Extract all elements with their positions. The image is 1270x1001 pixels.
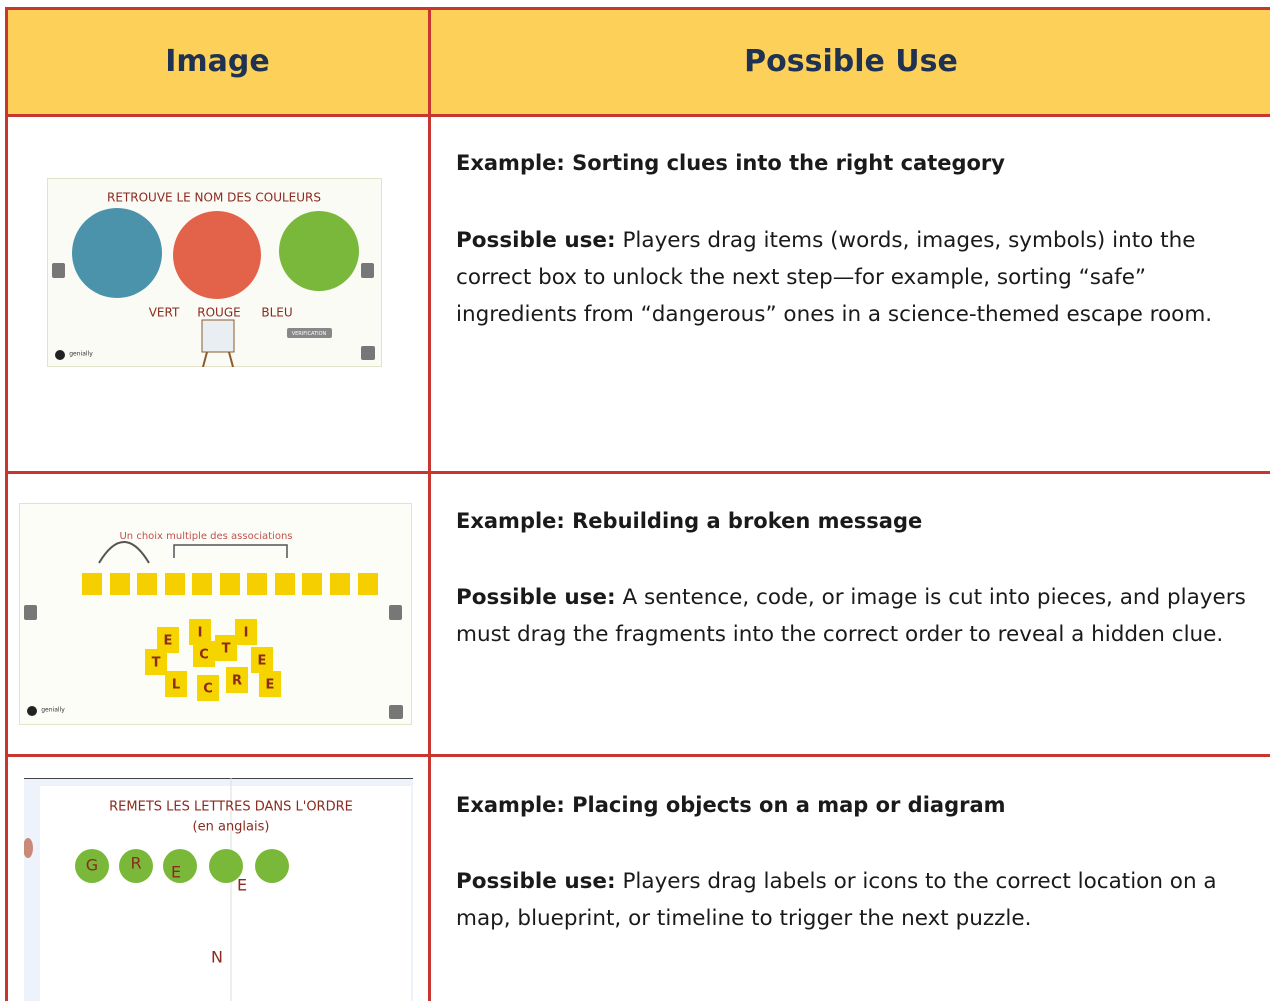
border: [428, 7, 431, 1001]
header-bg: [6, 8, 1270, 115]
header-image: Image: [165, 44, 270, 79]
tile-letter: E: [266, 678, 275, 693]
border: [6, 114, 1270, 117]
image-subtitle: (en anglais): [193, 820, 270, 835]
letter: E: [237, 876, 247, 895]
letter: R: [130, 854, 141, 873]
image-title: Un choix multiple des associations: [119, 531, 292, 542]
tile-letter: I: [198, 626, 203, 641]
tile: [193, 641, 215, 667]
use-text: A sentence, code, or image is cut into p…: [456, 585, 1246, 647]
example: Example: Rebuilding a broken message: [456, 509, 923, 533]
use-text: Players drag labels or icons to the corr…: [456, 869, 1217, 931]
use-label: Possible use:: [456, 585, 616, 610]
use-text: Players drag items (words, images, symbo…: [456, 228, 1213, 327]
border: [5, 7, 8, 1001]
letter: E: [171, 863, 181, 882]
button: VERIFICATION: [292, 331, 327, 337]
tile-letter: R: [232, 674, 242, 689]
logo: genially: [69, 351, 93, 358]
tile: [259, 671, 281, 697]
image: RETROUVE LE NOM DES COULEURS VERT ROUGE …: [47, 178, 382, 367]
tile-letter: C: [203, 682, 213, 697]
use-label: Possible use:: [456, 869, 616, 894]
use: Possible use: Players drag items (words,…: [456, 222, 1256, 333]
tile: [157, 627, 179, 653]
tile: [165, 671, 187, 697]
letter: G: [86, 856, 98, 875]
use: Possible use: A sentence, code, or image…: [456, 579, 1256, 653]
image-title: RETROUVE LE NOM DES COULEURS: [107, 191, 321, 205]
letter: N: [211, 948, 223, 967]
tile: [145, 649, 167, 675]
example: Example: Sorting clues into the right ca…: [456, 151, 1005, 175]
border: [6, 7, 1270, 10]
logo: genially: [41, 707, 65, 714]
word: BLEU: [261, 306, 292, 320]
tile: [189, 619, 211, 645]
tile: [235, 619, 257, 645]
header-use: Possible Use: [744, 44, 958, 79]
tile-letter: T: [222, 642, 231, 657]
use-label: Possible use:: [456, 228, 616, 253]
tile-letter: I: [244, 626, 249, 641]
image-title: REMETS LES LETTRES DANS L'ORDRE: [109, 800, 353, 815]
word: ROUGE: [197, 306, 240, 320]
use: Possible use: Players drag labels or ico…: [456, 863, 1256, 937]
word: VERT: [149, 306, 180, 320]
tile: [251, 647, 273, 673]
tile-letter: C: [199, 648, 209, 663]
image: REMETS LES LETTRES DANS L'ORDRE (en angl…: [24, 778, 413, 1001]
tile-letter: T: [152, 656, 161, 671]
border: [6, 754, 1270, 757]
tile: [197, 675, 219, 701]
tile-letter: E: [258, 654, 267, 669]
tile: [215, 635, 237, 661]
tile-letter: L: [172, 678, 180, 693]
tile: [226, 667, 248, 693]
example: Example: Placing objects on a map or dia…: [456, 793, 1006, 817]
tile-letter: E: [164, 634, 173, 649]
border: [6, 471, 1270, 474]
image: Un choix multiple des associations genia…: [19, 503, 412, 725]
